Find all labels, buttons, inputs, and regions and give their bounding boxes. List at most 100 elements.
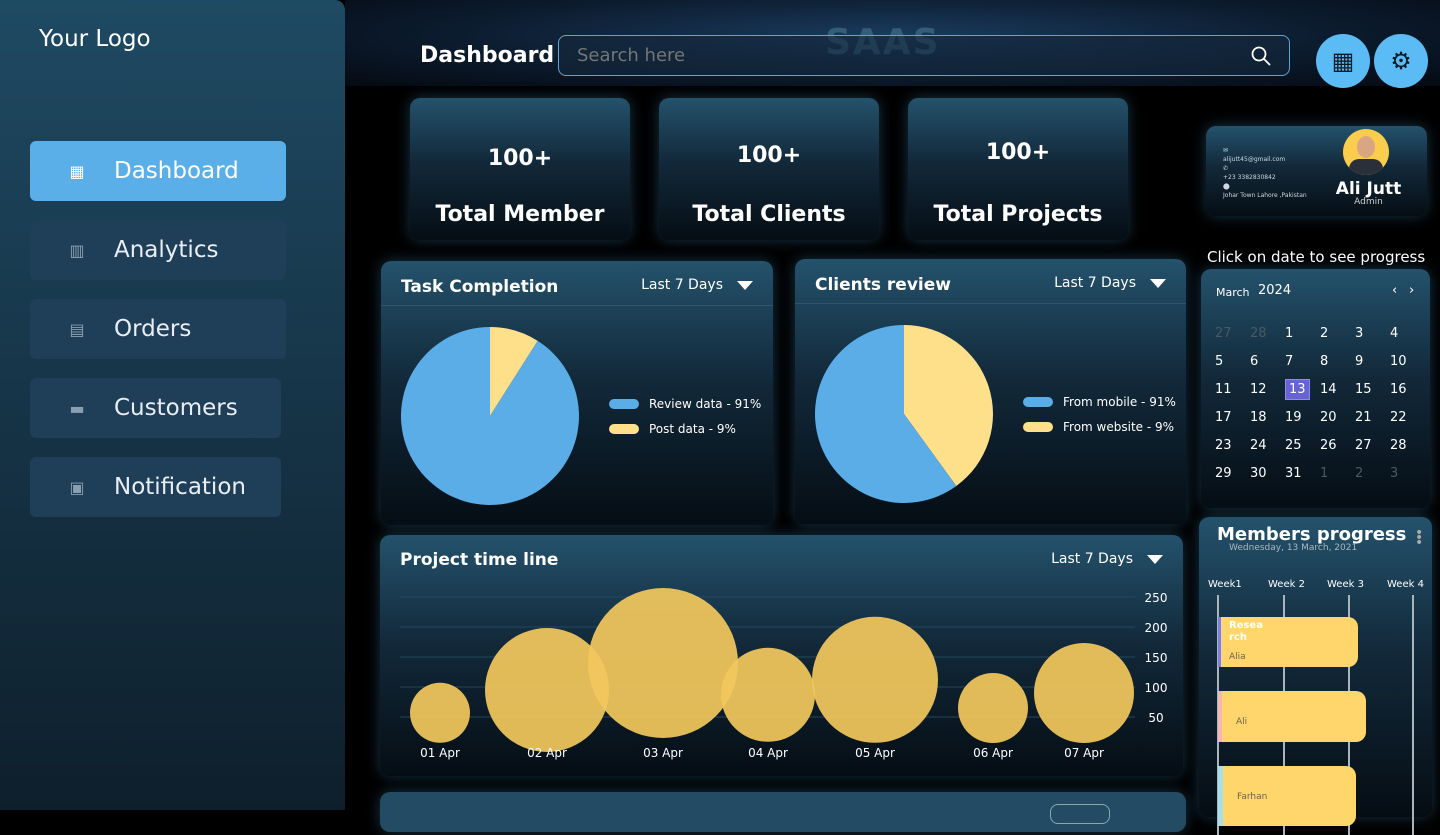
- day-number: 24: [1250, 437, 1267, 453]
- members-progress-panel: Members progress Wednesday, 13 March, 20…: [1199, 517, 1432, 835]
- search-input[interactable]: [577, 45, 777, 66]
- calendar-year: 2024: [1258, 283, 1292, 298]
- calendar-day[interactable]: 21: [1351, 403, 1386, 431]
- calendar-day[interactable]: 29: [1211, 459, 1246, 487]
- task-bar[interactable]: Ali: [1218, 691, 1366, 742]
- day-number: 28: [1250, 325, 1267, 341]
- pie-slice-review-data: [401, 327, 579, 505]
- project-timeline-panel: Project time line Last 7 Days 250 200 150 1…: [380, 535, 1183, 776]
- task-label: Resea rch: [1229, 620, 1263, 643]
- day-number: 2: [1355, 465, 1364, 481]
- panel-title: Members progress: [1217, 524, 1407, 545]
- pie-slice-from-mobile: [815, 325, 957, 503]
- day-number: 10: [1390, 353, 1407, 369]
- calendar-day[interactable]: 24: [1246, 431, 1281, 459]
- y-tick-label: 50: [1148, 711, 1163, 725]
- calendar-day[interactable]: 27: [1351, 431, 1386, 459]
- calendar-day[interactable]: 13: [1281, 375, 1316, 403]
- legend-swatch: [1023, 397, 1053, 407]
- panel-title: Project time line: [400, 550, 559, 570]
- calendar-day[interactable]: 25: [1281, 431, 1316, 459]
- calendar-day[interactable]: 3: [1386, 459, 1421, 487]
- calendar-day[interactable]: 30: [1246, 459, 1281, 487]
- profile-email: alijutt45@gmail.com: [1223, 156, 1286, 163]
- stat-card-members: 100+ Total Member: [410, 98, 630, 240]
- dropdown-label: Last 7 Days: [641, 277, 723, 293]
- task-bar[interactable]: Resea rch Alia: [1218, 617, 1358, 667]
- nav-label: Dashboard: [114, 158, 239, 184]
- clients-review-panel: Clients review Last 7 Days From mobile -…: [795, 259, 1186, 524]
- y-tick-label: 200: [1145, 621, 1168, 635]
- profile-role: Admin: [1354, 197, 1383, 207]
- panel-date: Wednesday, 13 March, 2021: [1229, 543, 1358, 553]
- calendar-day[interactable]: 19: [1281, 403, 1316, 431]
- task-bar[interactable]: Farhan: [1218, 766, 1356, 826]
- calendar-button[interactable]: ▦: [1316, 34, 1370, 88]
- sidebar-item-customers[interactable]: ▬ Customers: [30, 378, 281, 438]
- nav-label: Orders: [114, 316, 192, 342]
- calendar-day[interactable]: 16: [1386, 375, 1421, 403]
- calendar-icon: ▣: [69, 477, 85, 497]
- calendar-day[interactable]: 23: [1211, 431, 1246, 459]
- calendar-day[interactable]: 18: [1246, 403, 1281, 431]
- calendar-day[interactable]: 20: [1316, 403, 1351, 431]
- day-number: 30: [1250, 465, 1267, 481]
- search-bar[interactable]: [558, 35, 1290, 76]
- range-dropdown[interactable]: Last 7 Days: [1054, 275, 1166, 291]
- calendar-day[interactable]: 3: [1351, 319, 1386, 347]
- more-options-icon[interactable]: • • •: [1415, 525, 1424, 551]
- calendar-day[interactable]: 6: [1246, 347, 1281, 375]
- sidebar-item-notification[interactable]: ▣ Notification: [30, 457, 281, 517]
- calendar-day[interactable]: 28: [1386, 431, 1421, 459]
- pie-chart: [815, 325, 993, 503]
- prev-month-button[interactable]: ‹: [1392, 283, 1398, 298]
- calendar-day[interactable]: 17: [1211, 403, 1246, 431]
- stat-value: 100+: [985, 140, 1051, 165]
- calendar-day[interactable]: 8: [1316, 347, 1351, 375]
- calendar-hint: Click on date to see progress: [1207, 248, 1426, 266]
- day-number: 3: [1390, 465, 1399, 481]
- calendar-day[interactable]: 2: [1351, 459, 1386, 487]
- pie-slice-from-website: [904, 325, 993, 487]
- phone-icon: ✆: [1223, 165, 1229, 172]
- calendar-day[interactable]: 2: [1316, 319, 1351, 347]
- calendar-day[interactable]: 15: [1351, 375, 1386, 403]
- day-number: 28: [1390, 437, 1407, 453]
- bubble: [485, 628, 609, 752]
- calendar-day[interactable]: 22: [1386, 403, 1421, 431]
- legend-item: From website - 9%: [1023, 420, 1174, 434]
- legend-swatch: [609, 399, 639, 409]
- calendar-day[interactable]: 14: [1316, 375, 1351, 403]
- range-dropdown[interactable]: Last 7 Days: [641, 277, 753, 293]
- calendar-day[interactable]: 28: [1246, 319, 1281, 347]
- calendar-day[interactable]: 1: [1281, 319, 1316, 347]
- calendar-day[interactable]: 1: [1316, 459, 1351, 487]
- sidebar-item-orders[interactable]: ▤ Orders: [30, 299, 286, 359]
- next-month-button[interactable]: ›: [1409, 283, 1415, 298]
- calendar-day[interactable]: 7: [1281, 347, 1316, 375]
- search-icon[interactable]: [1251, 46, 1271, 66]
- day-number: 31: [1285, 465, 1302, 481]
- profile-phone: +23 3382830842: [1223, 174, 1276, 181]
- calendar-day[interactable]: 27: [1211, 319, 1246, 347]
- range-dropdown[interactable]: Last 7 Days: [1051, 551, 1163, 567]
- pie-chart: [401, 327, 579, 505]
- sidebar-item-dashboard[interactable]: ▦ Dashboard: [30, 141, 286, 201]
- calendar-day[interactable]: 11: [1211, 375, 1246, 403]
- calendar-day[interactable]: 31: [1281, 459, 1316, 487]
- day-number: 1: [1320, 465, 1329, 481]
- calendar-day[interactable]: 12: [1246, 375, 1281, 403]
- calendar-day[interactable]: 5: [1211, 347, 1246, 375]
- calendar-day[interactable]: 4: [1386, 319, 1421, 347]
- ticket-icon: ▬: [69, 398, 85, 418]
- day-number: 8: [1320, 353, 1329, 369]
- sidebar-item-analytics[interactable]: ▥ Analytics: [30, 220, 286, 280]
- day-number: 18: [1250, 409, 1267, 425]
- x-tick-label: 06 Apr: [973, 746, 1013, 760]
- calendar-day[interactable]: 26: [1316, 431, 1351, 459]
- calendar-day[interactable]: 10: [1386, 347, 1421, 375]
- settings-button[interactable]: ⚙: [1374, 34, 1428, 88]
- panel-title: Task Completion: [401, 277, 559, 297]
- calendar-day[interactable]: 9: [1351, 347, 1386, 375]
- dropdown-button[interactable]: [1050, 804, 1110, 824]
